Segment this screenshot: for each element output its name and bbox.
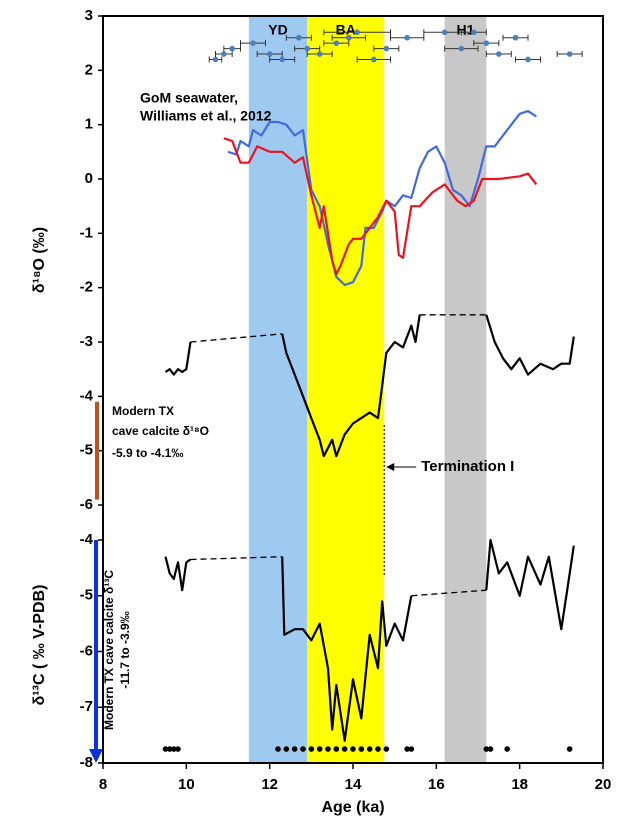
date-point	[333, 40, 340, 46]
date-point	[291, 746, 298, 752]
x-tick-label: 20	[595, 776, 612, 793]
date-point	[212, 56, 219, 63]
modern-range-label: -11.7 to -3.9‰	[118, 611, 132, 688]
date-point	[504, 746, 510, 752]
date-point	[408, 746, 415, 752]
bands	[248, 16, 487, 763]
date-point	[566, 51, 573, 57]
date-point	[358, 746, 365, 752]
x-tick-label: 8	[99, 776, 107, 793]
date-point	[333, 746, 340, 752]
date-point	[221, 51, 227, 57]
modern-range-label: -5.9 to -4.1‰	[112, 446, 183, 460]
series-line	[164, 538, 575, 742]
date-point	[350, 746, 356, 752]
y-tick-label: -2	[80, 279, 93, 296]
date-point	[316, 746, 323, 752]
y-tick-label: -4	[80, 387, 94, 404]
date-point	[441, 29, 448, 36]
modern-range-label: cave calcite δ¹⁸O	[112, 424, 209, 438]
y-tick-label: -5	[80, 587, 93, 604]
y-tick-label: -6	[80, 496, 93, 513]
y-tick-label: -1	[80, 224, 93, 241]
date-point	[483, 746, 490, 752]
date-point	[229, 45, 235, 52]
date-point	[341, 746, 348, 752]
date-point	[566, 746, 573, 752]
date-point	[283, 746, 290, 752]
date-point	[325, 746, 331, 752]
arrow-head	[386, 463, 395, 471]
y-tick-label: 2	[85, 61, 93, 78]
date-point	[512, 34, 519, 41]
date-point	[296, 34, 302, 41]
band	[444, 16, 487, 763]
date-point	[371, 56, 377, 63]
x-tick-label: 18	[511, 776, 528, 793]
series-line	[164, 314, 575, 458]
y-tick-label: 1	[85, 116, 93, 133]
x-tick-label: 10	[178, 776, 195, 793]
modern-range-label: Modern TX	[112, 404, 174, 418]
date-point	[304, 45, 310, 52]
date-point	[250, 40, 256, 46]
y-axis-label: δ¹³C ( ‰ V-PDB)	[31, 585, 48, 706]
date-point	[404, 34, 410, 41]
date-point	[346, 34, 352, 41]
series-line	[223, 137, 538, 276]
date-point	[316, 51, 323, 57]
date-point	[458, 45, 465, 52]
termination-label: Termination I	[421, 458, 514, 475]
modern-range-label: Modern TX cave calcite δ¹³C	[102, 570, 116, 730]
series-line	[227, 110, 537, 287]
x-axis-label: Age (ka)	[321, 799, 384, 816]
date-point	[383, 45, 390, 52]
arrow-head	[89, 749, 103, 763]
date-point	[308, 746, 315, 752]
date-point	[487, 746, 494, 752]
y-tick-label: -4	[80, 531, 94, 548]
date-point	[383, 746, 390, 752]
y-tick-label: -5	[80, 442, 93, 459]
gap-connector	[190, 556, 283, 561]
y-axis-label: δ¹⁸O (‰)	[31, 227, 48, 293]
plot-frame	[102, 15, 604, 764]
y-tick-label: -7	[80, 698, 93, 715]
y-tick-label: 0	[85, 170, 93, 187]
date-point	[496, 51, 502, 57]
y-tick-label: -3	[80, 333, 93, 350]
date-point	[175, 746, 181, 752]
x-tick-label: 16	[428, 776, 445, 793]
date-point	[300, 746, 306, 752]
date-point	[483, 40, 490, 46]
date-point	[171, 746, 177, 752]
gap-connector	[190, 333, 283, 343]
y-tick-label: -8	[80, 754, 93, 771]
date-point	[471, 29, 477, 36]
band	[248, 16, 308, 763]
date-point	[375, 746, 381, 752]
date-point	[279, 56, 285, 63]
gap-connector	[411, 589, 487, 597]
date-point	[162, 746, 169, 752]
annotation: Williams et al., 2012	[140, 108, 272, 124]
x-tick-label: 14	[345, 776, 362, 793]
y-tick-label: -6	[80, 642, 93, 659]
annotation: GoM seawater,	[140, 90, 238, 106]
date-point	[275, 746, 281, 752]
date-point	[404, 746, 410, 752]
date-point	[266, 51, 273, 57]
band-label: BA	[336, 22, 356, 38]
date-point	[166, 746, 173, 752]
date-point	[354, 29, 360, 36]
band-label: YD	[268, 22, 287, 38]
date-point	[366, 746, 373, 752]
date-point	[525, 56, 531, 63]
y-tick-label: 3	[85, 7, 93, 24]
x-tick-label: 12	[261, 776, 278, 793]
